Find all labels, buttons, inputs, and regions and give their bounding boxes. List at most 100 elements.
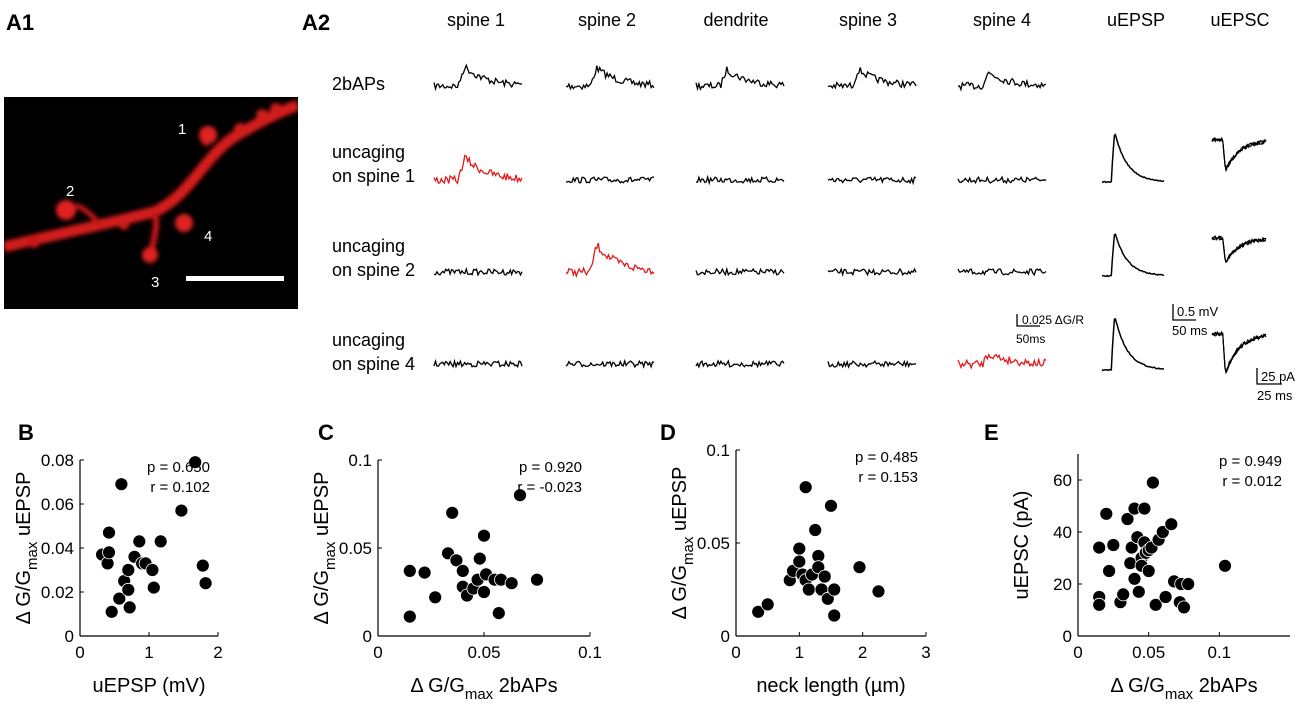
x-tick-label-c: 0.1: [578, 643, 602, 662]
trace-array: 0.025 ΔG/R 50ms 0.5 mV 50 ms 25 pA 25 ms: [433, 63, 1295, 403]
data-point-e: [1106, 538, 1121, 552]
x-tick-label-d: 0: [731, 643, 740, 662]
y-tick-label-e: 40: [1053, 523, 1072, 542]
data-point-e: [1102, 564, 1117, 578]
stat-p-d: p = 0.485: [855, 449, 918, 466]
data-point-c: [449, 553, 464, 568]
trace-row2-dendrite: [695, 266, 785, 277]
spine-label-1: 1: [178, 121, 186, 138]
data-point-b: [102, 545, 116, 560]
panel-label-c: C: [318, 420, 334, 445]
trace-row1-spine-1: [433, 154, 523, 185]
trace-row0-spine-3: [827, 67, 917, 90]
trace-row0-spine-4: [957, 71, 1047, 92]
uepsp-trace-spine-1: [1102, 133, 1165, 184]
trace-row1-spine-3: [827, 176, 917, 186]
data-point-c: [504, 576, 519, 591]
trace-row3-dendrite: [695, 359, 785, 369]
data-point-c: [402, 563, 417, 578]
y-tick-label-b: 0: [65, 627, 74, 646]
data-point-d: [871, 584, 886, 599]
stat-p-e: p = 0.949: [1219, 453, 1282, 470]
trace-row1-spine-2: [565, 176, 655, 184]
y-tick-label-d: 0.05: [697, 534, 730, 553]
data-point-c: [472, 551, 487, 566]
uepsc-trace-spine-4-2: [1211, 331, 1267, 375]
scale-dgr-time: 50ms: [1016, 332, 1045, 346]
data-point-e: [1155, 525, 1170, 539]
scale-bar-dgr: 0.025 ΔG/R 50ms: [1016, 313, 1084, 346]
data-point-b: [132, 534, 147, 549]
scale-epsc-time: 25 ms: [1257, 388, 1293, 403]
y-tick-label-e: 0: [1063, 627, 1072, 646]
data-point-d: [824, 498, 838, 513]
data-point-b: [195, 558, 210, 573]
y-tick-label-e: 60: [1053, 471, 1072, 490]
col-header-uepsc: uEPSC: [1210, 10, 1270, 30]
data-point-d: [792, 554, 807, 569]
uepsp-trace-spine-2: [1101, 233, 1165, 278]
data-point-c: [417, 565, 432, 580]
trace-row0-spine-2: [565, 65, 655, 91]
y-tick-label-c: 0.1: [348, 451, 372, 470]
scatter-plot-e: 0 0.05 0.1 0 20 40 60 p = 0.949 r = 0.012 Δ G/Gma…: [1011, 453, 1290, 703]
scatter-plot-c: 0 0.05 0.1 0 0.05 0.1 p = 0.920 r = -0.023 Δ G/G…: [311, 451, 602, 703]
data-point-c: [491, 606, 506, 621]
data-point-b: [153, 534, 168, 549]
col-header-uepsp: uEPSP: [1106, 10, 1166, 30]
stat-r-c: r = -0.023: [517, 479, 582, 496]
data-point-e: [1120, 512, 1135, 526]
data-point-e: [1131, 584, 1146, 599]
trace-row2-spine-2: [565, 242, 655, 279]
stat-p-b: p = 0.650: [147, 459, 210, 476]
spine-label-2: 2: [66, 183, 74, 200]
x-tick-label-b: 2: [213, 643, 222, 662]
data-point-c: [513, 488, 527, 503]
data-point-b: [112, 591, 127, 606]
y-tick-label-d: 0: [721, 627, 730, 646]
x-axis-label-e: Δ G/Gmax 2bAPs: [1110, 675, 1257, 703]
x-tick-label-e: 0: [1073, 643, 1082, 662]
spine-label-3: 3: [151, 274, 159, 291]
dendrite-shaft: [2, 99, 300, 253]
y-tick-label-c: 0: [363, 627, 372, 646]
data-point-e: [1141, 564, 1156, 578]
scale-bar-epsc: 25 pA 25 ms: [1256, 368, 1295, 403]
x-tick-label-e: 0.05: [1132, 643, 1165, 662]
data-point-d: [808, 523, 823, 537]
data-point-e: [1148, 597, 1163, 612]
spine-label-4: 4: [204, 228, 212, 245]
stat-r-d: r = 0.153: [858, 469, 918, 486]
data-point-d: [827, 608, 842, 623]
x-tick-label-b: 0: [75, 643, 84, 662]
data-point-c: [477, 585, 491, 599]
data-point-e: [1099, 506, 1114, 521]
row-label-uncaging-spine-4: uncaging on spine 4: [332, 330, 416, 374]
uepsc-trace-spine-1-2: [1211, 136, 1267, 171]
x-tick-label-b: 1: [144, 643, 153, 662]
data-point-e: [1158, 590, 1173, 604]
trace-row0-dendrite: [695, 66, 785, 92]
uepsp-trace-spine-4: [1101, 317, 1165, 372]
trace-row3-spine-4: [957, 353, 1047, 370]
scatter-plot-b: 0 1 2 0 0.02 0.04 0.06 0.08 p = 0.650 r = 0.102 uE…: [13, 451, 223, 697]
panel-label-b: B: [18, 420, 34, 445]
data-point-b: [198, 576, 213, 591]
data-point-e: [1218, 558, 1232, 573]
x-tick-label-d: 2: [858, 643, 867, 662]
col-header-spine-2: spine 2: [577, 10, 637, 30]
trace-row2-spine-1: [433, 266, 523, 277]
trace-row2-spine-3: [827, 267, 917, 278]
y-axis-label-c: Δ G/Gmax uEPSP: [311, 472, 339, 625]
y-tick-label-e: 20: [1053, 575, 1072, 594]
data-point-c: [428, 590, 443, 605]
trace-row1-dendrite: [695, 174, 785, 186]
x-axis-label-d: neck length (µm): [756, 675, 905, 697]
trace-row3-spine-1: [433, 358, 523, 369]
scale-epsp-value: 0.5 mV: [1177, 304, 1219, 319]
trace-row3-spine-3: [827, 359, 917, 369]
data-point-b: [114, 477, 129, 492]
col-header-spine-1: spine 1: [446, 10, 506, 30]
data-point-e: [1092, 540, 1107, 555]
scale-epsp-time: 50 ms: [1172, 323, 1208, 338]
